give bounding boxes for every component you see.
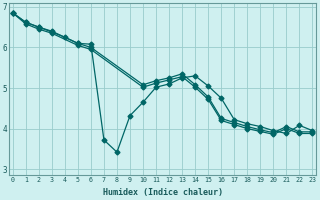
X-axis label: Humidex (Indice chaleur): Humidex (Indice chaleur) (103, 188, 223, 197)
